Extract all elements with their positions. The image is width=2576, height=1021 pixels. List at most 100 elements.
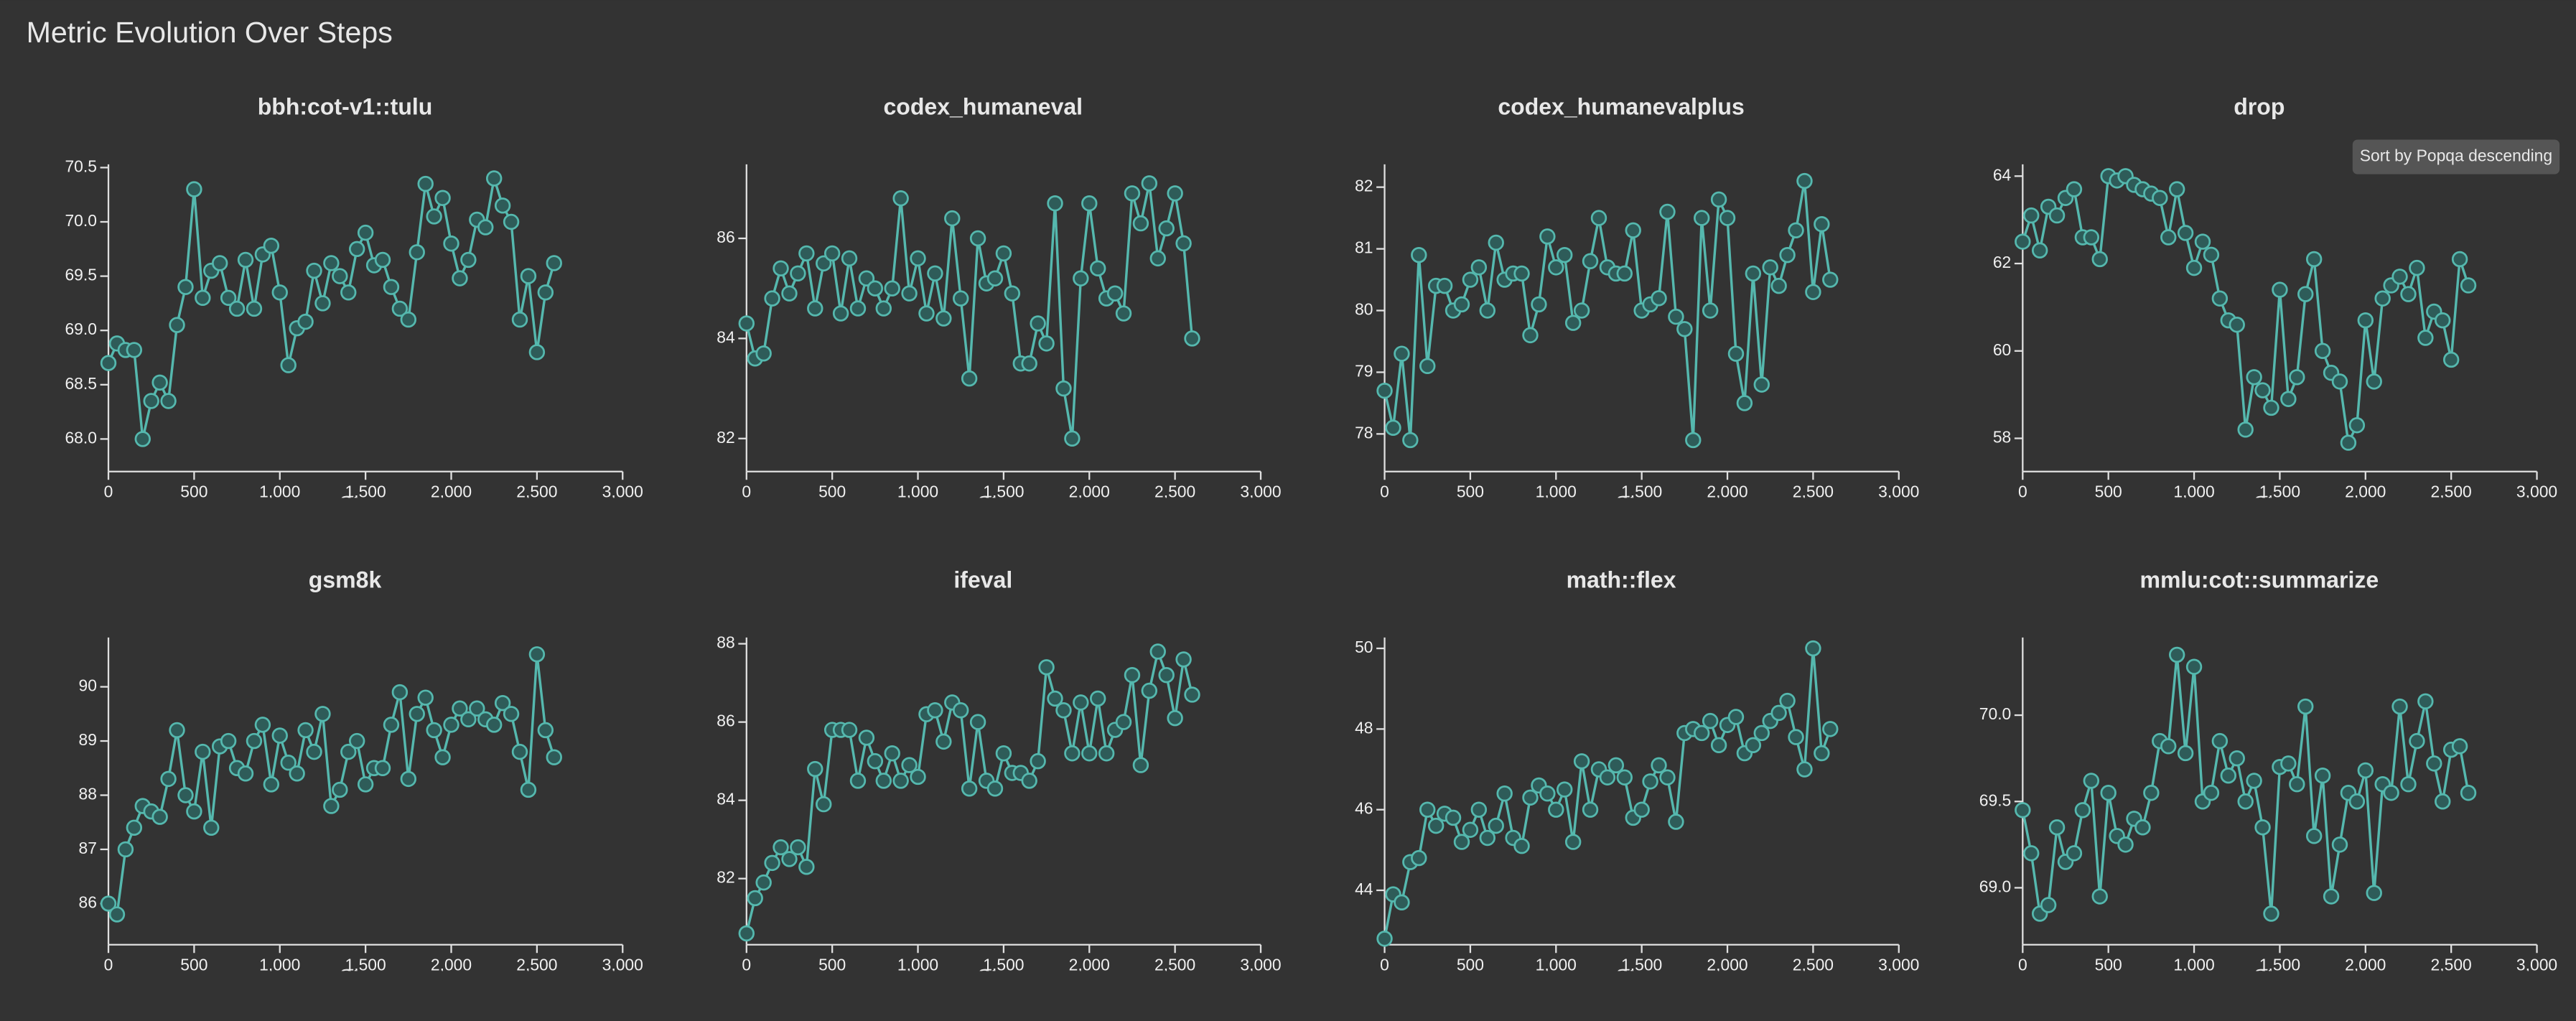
data-point xyxy=(1814,745,1830,762)
chart: drop 58 60 62 64 0 500 1,000 1,500 2,000 2,500 3,00… xyxy=(1993,94,2557,501)
data-point xyxy=(1411,849,1427,867)
data-point xyxy=(892,190,909,207)
data-point xyxy=(1625,222,1641,239)
y-tick-label: 79 xyxy=(1355,361,1373,380)
data-point xyxy=(160,770,177,788)
data-point xyxy=(280,755,297,771)
data-point xyxy=(2211,732,2229,750)
data-point xyxy=(1132,215,1149,232)
data-point xyxy=(2314,767,2331,784)
y-tick-label: 64 xyxy=(1993,165,2012,184)
data-point xyxy=(1753,376,1770,393)
data-point xyxy=(1462,821,1479,838)
y-tick-label: 62 xyxy=(1993,253,2011,271)
y-tick-label: 82 xyxy=(1355,177,1373,195)
data-point xyxy=(297,722,314,739)
y-tick-label: 87 xyxy=(79,839,97,857)
tooltip-text: Sort by Popqa descending xyxy=(2360,146,2552,165)
x-tick-label: 1,000 xyxy=(1536,482,1577,501)
data-point xyxy=(1402,432,1419,449)
data-point xyxy=(1557,246,1573,264)
data-point xyxy=(1668,813,1684,830)
data-point xyxy=(2314,342,2331,359)
data-point xyxy=(1394,345,1410,362)
y-tick-label: 50 xyxy=(1355,638,1373,656)
data-point xyxy=(254,717,271,733)
data-point xyxy=(2185,658,2203,675)
data-point xyxy=(1522,789,1539,806)
tooltip: Sort by Popqa descending xyxy=(2352,139,2560,174)
data-point xyxy=(151,374,168,391)
data-point xyxy=(1047,195,1063,212)
data-point xyxy=(875,773,892,789)
data-point xyxy=(1089,260,1106,277)
y-tick-label: 90 xyxy=(79,676,97,695)
data-point xyxy=(2417,693,2434,710)
data-point xyxy=(1081,745,1098,762)
data-point xyxy=(1167,185,1183,202)
data-point xyxy=(2254,819,2271,836)
data-point xyxy=(2348,793,2366,810)
data-point xyxy=(1659,769,1676,785)
data-point xyxy=(2366,885,2382,901)
data-point xyxy=(520,781,537,798)
y-tick-label: 84 xyxy=(717,790,735,808)
data-point xyxy=(340,284,357,301)
data-point xyxy=(1411,246,1427,264)
data-point xyxy=(781,285,798,302)
data-point xyxy=(1470,259,1488,276)
data-point xyxy=(1030,315,1046,332)
data-point xyxy=(849,773,867,789)
data-point xyxy=(374,251,391,269)
x-tick-label: 3,000 xyxy=(2516,956,2557,974)
data-point xyxy=(1453,834,1470,850)
data-point xyxy=(2305,828,2323,844)
data-point xyxy=(2331,373,2348,390)
x-tick-label: 1,500 xyxy=(983,956,1024,974)
y-tick-label: 86 xyxy=(717,228,734,246)
data-point xyxy=(374,760,391,776)
y-tick-label: 84 xyxy=(717,327,735,346)
data-point xyxy=(807,760,823,778)
data-point xyxy=(2400,776,2417,793)
data-point xyxy=(918,305,935,322)
chart: gsm8k 86 87 88 89 90 0 500 1,000 1,500 2,000 2,500 3… xyxy=(79,567,643,971)
data-point xyxy=(2048,207,2066,224)
data-point xyxy=(1573,753,1590,770)
data-point xyxy=(108,906,126,923)
data-point xyxy=(875,300,892,317)
x-tick-label: 2,000 xyxy=(2345,482,2386,501)
x-axis-label: Steps xyxy=(340,492,390,514)
data-point xyxy=(1106,285,1124,302)
data-point xyxy=(511,743,528,760)
data-point xyxy=(417,175,434,192)
x-tick-label: 2,500 xyxy=(2431,482,2472,501)
data-point xyxy=(2366,373,2382,390)
data-point xyxy=(995,745,1012,762)
data-point xyxy=(1376,382,1393,399)
data-point xyxy=(537,284,554,301)
data-point xyxy=(2074,802,2091,819)
x-tick-label: 500 xyxy=(2095,482,2122,501)
x-tick-label: 2,000 xyxy=(2345,956,2386,974)
data-point xyxy=(858,729,875,746)
x-tick-label: 1,000 xyxy=(1536,956,1577,974)
data-point xyxy=(528,646,546,663)
data-point xyxy=(1158,667,1175,684)
data-point xyxy=(1642,773,1658,790)
data-point xyxy=(995,245,1012,262)
data-point xyxy=(1453,296,1470,313)
data-point xyxy=(348,241,365,258)
chart-title: mmlu:cot::summarize xyxy=(2139,567,2379,593)
data-point xyxy=(790,839,806,856)
data-point xyxy=(263,776,280,793)
data-point xyxy=(1496,785,1513,802)
data-point xyxy=(271,727,288,744)
data-point xyxy=(1770,277,1787,294)
data-point xyxy=(901,757,918,773)
data-point xyxy=(1385,419,1401,436)
y-tick-label: 69.0 xyxy=(1979,877,2012,896)
data-point xyxy=(1479,829,1496,847)
data-point xyxy=(1004,285,1021,302)
data-point xyxy=(1702,302,1719,319)
